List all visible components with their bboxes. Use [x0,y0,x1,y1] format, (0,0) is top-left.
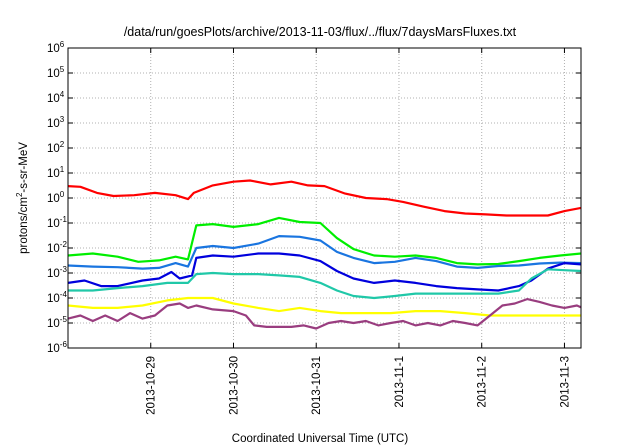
y-tick-label: 101 [47,165,65,180]
series-line-7 [68,298,581,330]
series-line-6 [68,296,581,317]
y-axis-label: protons/cm2-s-sr-MeV [15,142,30,254]
y-tick-label: 10-5 [47,315,67,330]
y-tick-label: 10-6 [47,340,67,355]
y-tick-label: 104 [47,90,65,105]
x-tick-label: 2013-11-1 [394,356,406,408]
chart-title: /data/run/goesPlots/archive/2013-11-03/f… [124,25,517,39]
y-tick-label: 100 [47,190,65,205]
x-ticks: 2013-10-29 2013-10-30 2013-10-31 2013-11-1 2… [146,48,571,415]
x-tick-label: 2013-11-3 [559,356,571,408]
series-line-4 [68,252,581,292]
y-tick-label: 103 [47,115,65,130]
grid [68,48,581,348]
series-line-5 [68,268,581,300]
x-tick-label: 2013-10-29 [146,356,158,415]
x-tick-label: 2013-10-31 [311,356,323,415]
x-tick-label: 2013-11-2 [477,356,489,408]
series-line-1 [68,179,581,217]
y-tick-label: 105 [47,65,65,80]
x-tick-label: 2013-10-30 [228,356,240,415]
x-axis-label: Coordinated Universal Time (UTC) [232,433,409,445]
y-axis-label-main: protons/cm [18,197,30,254]
y-tick-label: 10-2 [47,240,67,255]
y-tick-label: 10-3 [47,265,67,280]
y-tick-label: 10-4 [47,290,67,305]
y-ticks: 10-6 10-5 10-4 10-3 10-2 10-1 100 101 102 103 104 1… [47,40,581,355]
y-tick-label: 102 [47,140,65,155]
y-axis-label-rest: -s-sr-MeV [18,142,30,193]
series-line-3 [68,235,581,270]
series-layer [68,179,581,330]
y-tick-label: 106 [47,40,65,55]
y-axis-label-sup: 2 [15,192,24,197]
plot-frame [67,47,582,349]
series-line-2 [68,216,581,266]
y-tick-label: 10-1 [47,215,67,230]
